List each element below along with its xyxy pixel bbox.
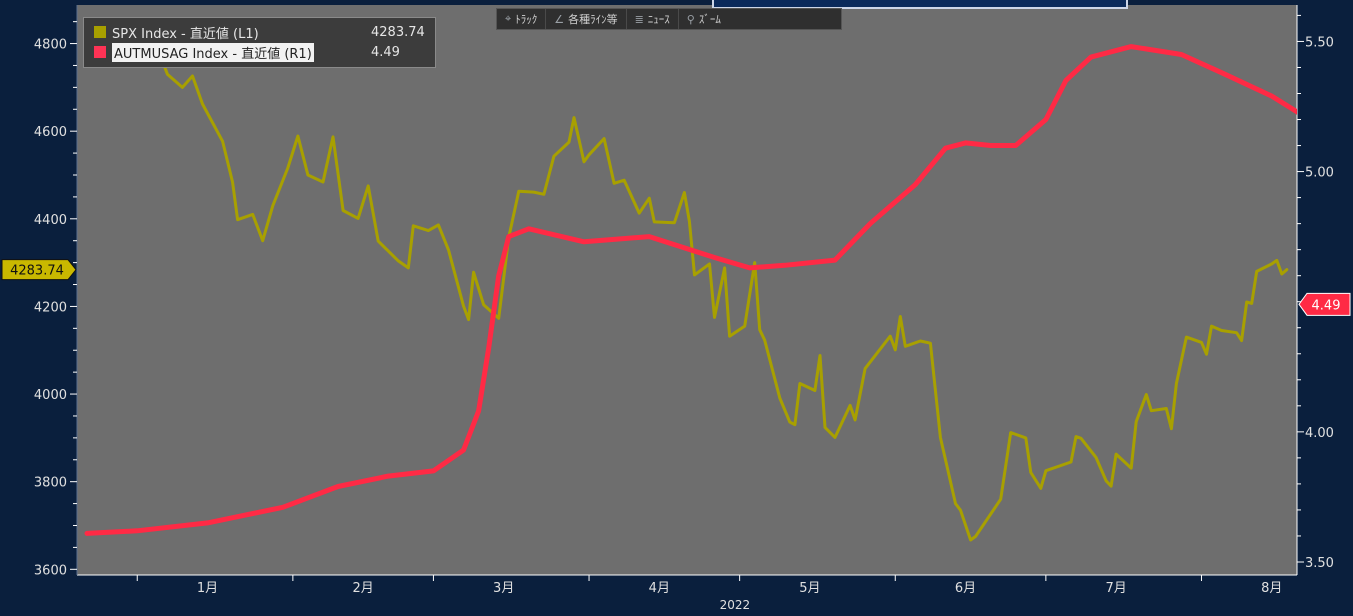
left-tick-label: 4600	[34, 125, 67, 140]
line-tools-button[interactable]: ∠ 各種ﾗｲﾝ等	[546, 9, 627, 29]
zoom-icon: ⚲	[686, 12, 695, 26]
line-tools-label: 各種ﾗｲﾝ等	[568, 13, 618, 26]
autmusag-last-value-label: 4.49	[1312, 298, 1341, 313]
left-tick-label: 4000	[34, 388, 67, 403]
x-tick-label: 2月	[352, 581, 373, 596]
legend-swatch	[94, 46, 106, 58]
x-tick-label: 4月	[649, 581, 670, 596]
x-tick-label: 7月	[1105, 581, 1126, 596]
left-tick-label: 4400	[34, 213, 67, 228]
legend-label: SPX Index - 直近値 (L1)	[112, 26, 259, 42]
crosshair-icon: ⌖	[505, 12, 512, 25]
spx-series-line	[145, 43, 1289, 542]
legend-value: 4.49	[371, 45, 400, 60]
track-button[interactable]: ⌖ ﾄﾗｯｸ	[497, 9, 547, 29]
zoom-button[interactable]: ⚲ ｽﾞｰﾑ	[679, 9, 729, 29]
left-tick-label: 3600	[34, 563, 67, 578]
legend-entry-spx[interactable]: SPX Index - 直近値 (L1)	[94, 23, 259, 42]
zoom-label: ｽﾞｰﾑ	[698, 13, 721, 26]
autmusag-last-value-badge	[1298, 292, 1351, 316]
right-tick-label: 3.50	[1305, 556, 1334, 571]
x-tick-label: 8月	[1261, 581, 1282, 596]
chart-legend: SPX Index - 直近値 (L1) 4283.74 AUTMUSAG In…	[83, 17, 436, 68]
left-tick-label: 3800	[34, 476, 67, 491]
draw-line-icon: ∠	[554, 12, 565, 26]
x-axis-label: 2022	[720, 598, 751, 612]
left-tick-label: 4200	[34, 300, 67, 315]
news-icon: ≣	[634, 12, 644, 26]
chart-toolbar: ⌖ ﾄﾗｯｸ ∠ 各種ﾗｲﾝ等 ≣ ﾆｭｰｽ ⚲ ｽﾞｰﾑ	[496, 8, 842, 30]
right-tick-label: 4.00	[1305, 426, 1334, 441]
autmusag-series-line	[84, 44, 1297, 536]
news-label: ﾆｭｰｽ	[647, 13, 670, 26]
plot-area	[77, 5, 1297, 575]
x-tick-label: 3月	[493, 581, 514, 596]
spx-last-value-label: 4283.74	[10, 264, 64, 279]
legend-value: 4283.74	[371, 25, 425, 40]
x-tick-label: 5月	[799, 581, 820, 596]
legend-entry-autmusag[interactable]: AUTMUSAG Index - 直近値 (R1)	[94, 42, 314, 62]
header-panel	[712, 0, 1128, 9]
right-tick-label: 5.00	[1305, 166, 1334, 181]
legend-swatch	[94, 26, 106, 38]
left-tick-label: 4800	[34, 38, 67, 53]
track-label: ﾄﾗｯｸ	[515, 13, 538, 26]
right-tick-label: 5.50	[1305, 35, 1334, 50]
news-button[interactable]: ≣ ﾆｭｰｽ	[627, 9, 679, 29]
x-tick-label: 6月	[955, 581, 976, 596]
x-tick-label: 1月	[197, 581, 218, 596]
legend-label: AUTMUSAG Index - 直近値 (R1)	[112, 42, 314, 62]
spx-last-value-badge	[1, 259, 77, 281]
